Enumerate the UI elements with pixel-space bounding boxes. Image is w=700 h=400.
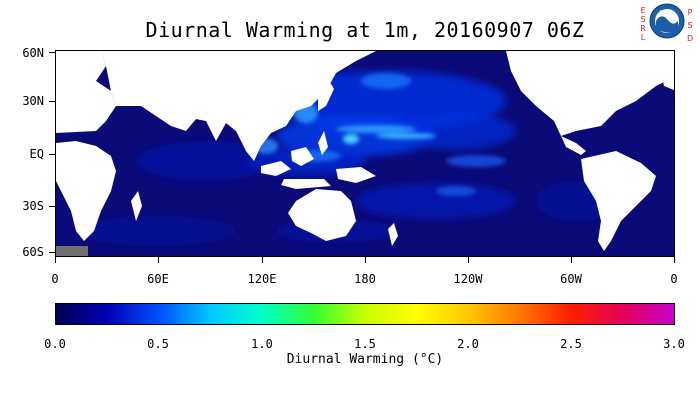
colorbar-tick-label: 1.0 bbox=[251, 337, 273, 351]
lon-label-60w: 60W bbox=[560, 272, 582, 286]
psd-label: PSD bbox=[687, 8, 694, 43]
missing-data-region bbox=[56, 246, 88, 256]
lon-label-180: 180 bbox=[354, 272, 376, 286]
lat-label-eq: EQ bbox=[29, 147, 44, 161]
colorbar-title: Diurnal Warming (°C) bbox=[286, 352, 444, 367]
lat-tick bbox=[49, 252, 55, 253]
lon-label-0: 0 bbox=[51, 272, 59, 286]
lon-tick bbox=[365, 257, 366, 263]
lat-label-60n: 60N bbox=[22, 46, 44, 60]
colorbar-tick-label: 2.0 bbox=[457, 337, 479, 351]
noaa-badge-text: NOAA bbox=[660, 10, 675, 16]
esrl-label: ESRL bbox=[640, 6, 646, 42]
lon-label-120e: 120E bbox=[247, 272, 277, 286]
psd-logo-text: PSD bbox=[685, 6, 695, 45]
lon-tick bbox=[468, 257, 469, 263]
esrl-logo-text: ESRL bbox=[638, 6, 648, 42]
map-title: Diurnal Warming at 1m, 20160907 06Z bbox=[145, 18, 585, 42]
map-svg bbox=[56, 51, 674, 256]
lat-label-30n: 30N bbox=[22, 94, 44, 108]
warming-hotspots bbox=[254, 73, 506, 196]
lon-label-60e: 60E bbox=[147, 272, 169, 286]
noaa-logo-icon: NOAA bbox=[649, 3, 685, 39]
lon-label-120w: 120W bbox=[453, 272, 483, 286]
lon-tick bbox=[571, 257, 572, 263]
map-panel bbox=[55, 50, 675, 257]
colorbar-tick-label: 1.5 bbox=[354, 337, 376, 351]
colorbar-tick-label: 0.0 bbox=[44, 337, 66, 351]
lat-tick bbox=[49, 206, 55, 207]
lon-tick bbox=[55, 257, 56, 263]
lat-label-30s: 30S bbox=[22, 199, 44, 213]
lon-tick bbox=[262, 257, 263, 263]
lat-tick bbox=[49, 154, 55, 155]
lon-label-0-end: 0 bbox=[670, 272, 678, 286]
lon-tick bbox=[674, 257, 675, 263]
colorbar-tick-label: 2.5 bbox=[560, 337, 582, 351]
lat-label-60s: 60S bbox=[22, 245, 44, 259]
land bbox=[56, 51, 674, 251]
lat-tick bbox=[49, 101, 55, 102]
colorbar-tick-label: 0.5 bbox=[147, 337, 169, 351]
colorbar bbox=[55, 303, 675, 325]
lon-tick bbox=[158, 257, 159, 263]
lat-tick bbox=[49, 52, 55, 53]
colorbar-tick-label: 3.0 bbox=[663, 337, 685, 351]
